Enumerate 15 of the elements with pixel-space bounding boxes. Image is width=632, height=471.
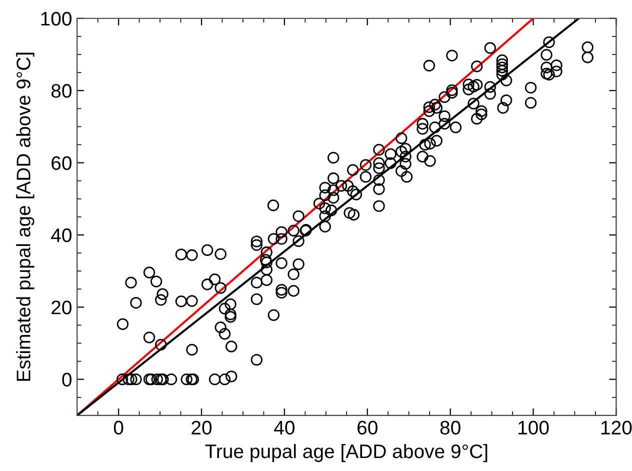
x-tick-label: 100 [518, 420, 549, 435]
y-axis-title: Estimated pupal age [ADD above 9°C] [16, 52, 34, 381]
x-tick-label: 0 [114, 420, 124, 435]
y-tick-label: 80 [51, 84, 72, 98]
x-axis-title: True pupal age [ADD above 9°C] [205, 444, 488, 462]
x-tick-label: 80 [440, 420, 460, 435]
y-tick-label: 20 [52, 300, 72, 314]
x-tick-label: 120 [601, 420, 632, 435]
y-tick-label: 100 [41, 12, 72, 26]
x-tick-label: 60 [358, 420, 378, 435]
y-tick-label: 60 [52, 156, 72, 170]
x-tick-label: 20 [192, 420, 212, 435]
y-tick-label: 0 [62, 372, 72, 387]
x-tick-label: 40 [274, 420, 295, 435]
y-tick-label: 40 [51, 228, 72, 242]
